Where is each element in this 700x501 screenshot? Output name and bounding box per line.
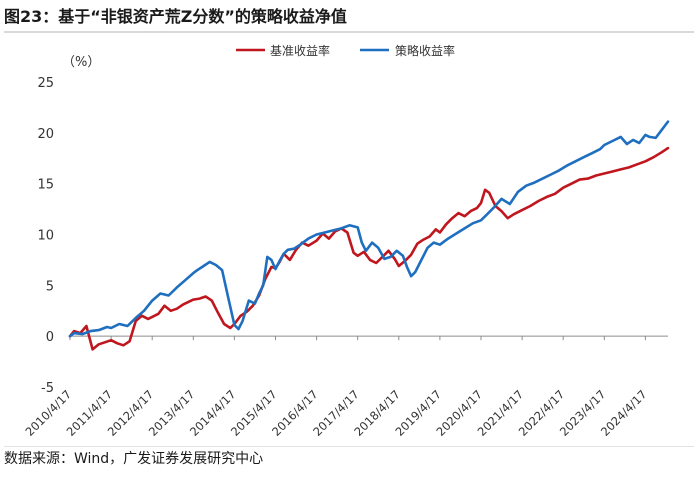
y-tick-label: 10 xyxy=(37,229,54,244)
strategy-return-line xyxy=(68,120,670,338)
y-tick-label: 15 xyxy=(37,178,54,193)
title-divider xyxy=(4,31,694,33)
line-chart: -50510152025（%）2010/4/172011/4/172012/4/… xyxy=(23,43,670,439)
legend-benchmark-label: 基准收益率 xyxy=(270,43,330,58)
y-tick-label: 5 xyxy=(46,279,54,294)
chart-title: 图23：基于“非银资产荒Z分数”的策略收益净值 xyxy=(4,7,347,26)
y-tick-label: 20 xyxy=(37,127,54,142)
series-layer xyxy=(68,120,670,351)
legend-strategy-label: 策略收益率 xyxy=(395,43,455,58)
y-axis-unit-label: （%） xyxy=(62,55,100,70)
benchmark-return-line xyxy=(68,146,670,351)
y-tick-label: -5 xyxy=(41,381,54,396)
y-tick-label: 25 xyxy=(37,76,54,91)
axes-group: -50510152025（%）2010/4/172011/4/172012/4/… xyxy=(23,55,668,439)
legend: 基准收益率 策略收益率 xyxy=(236,43,455,58)
y-tick-label: 0 xyxy=(46,330,54,345)
source-note: 数据来源：Wind，广发证券发展研究中心 xyxy=(4,451,264,467)
source-divider xyxy=(4,446,694,447)
